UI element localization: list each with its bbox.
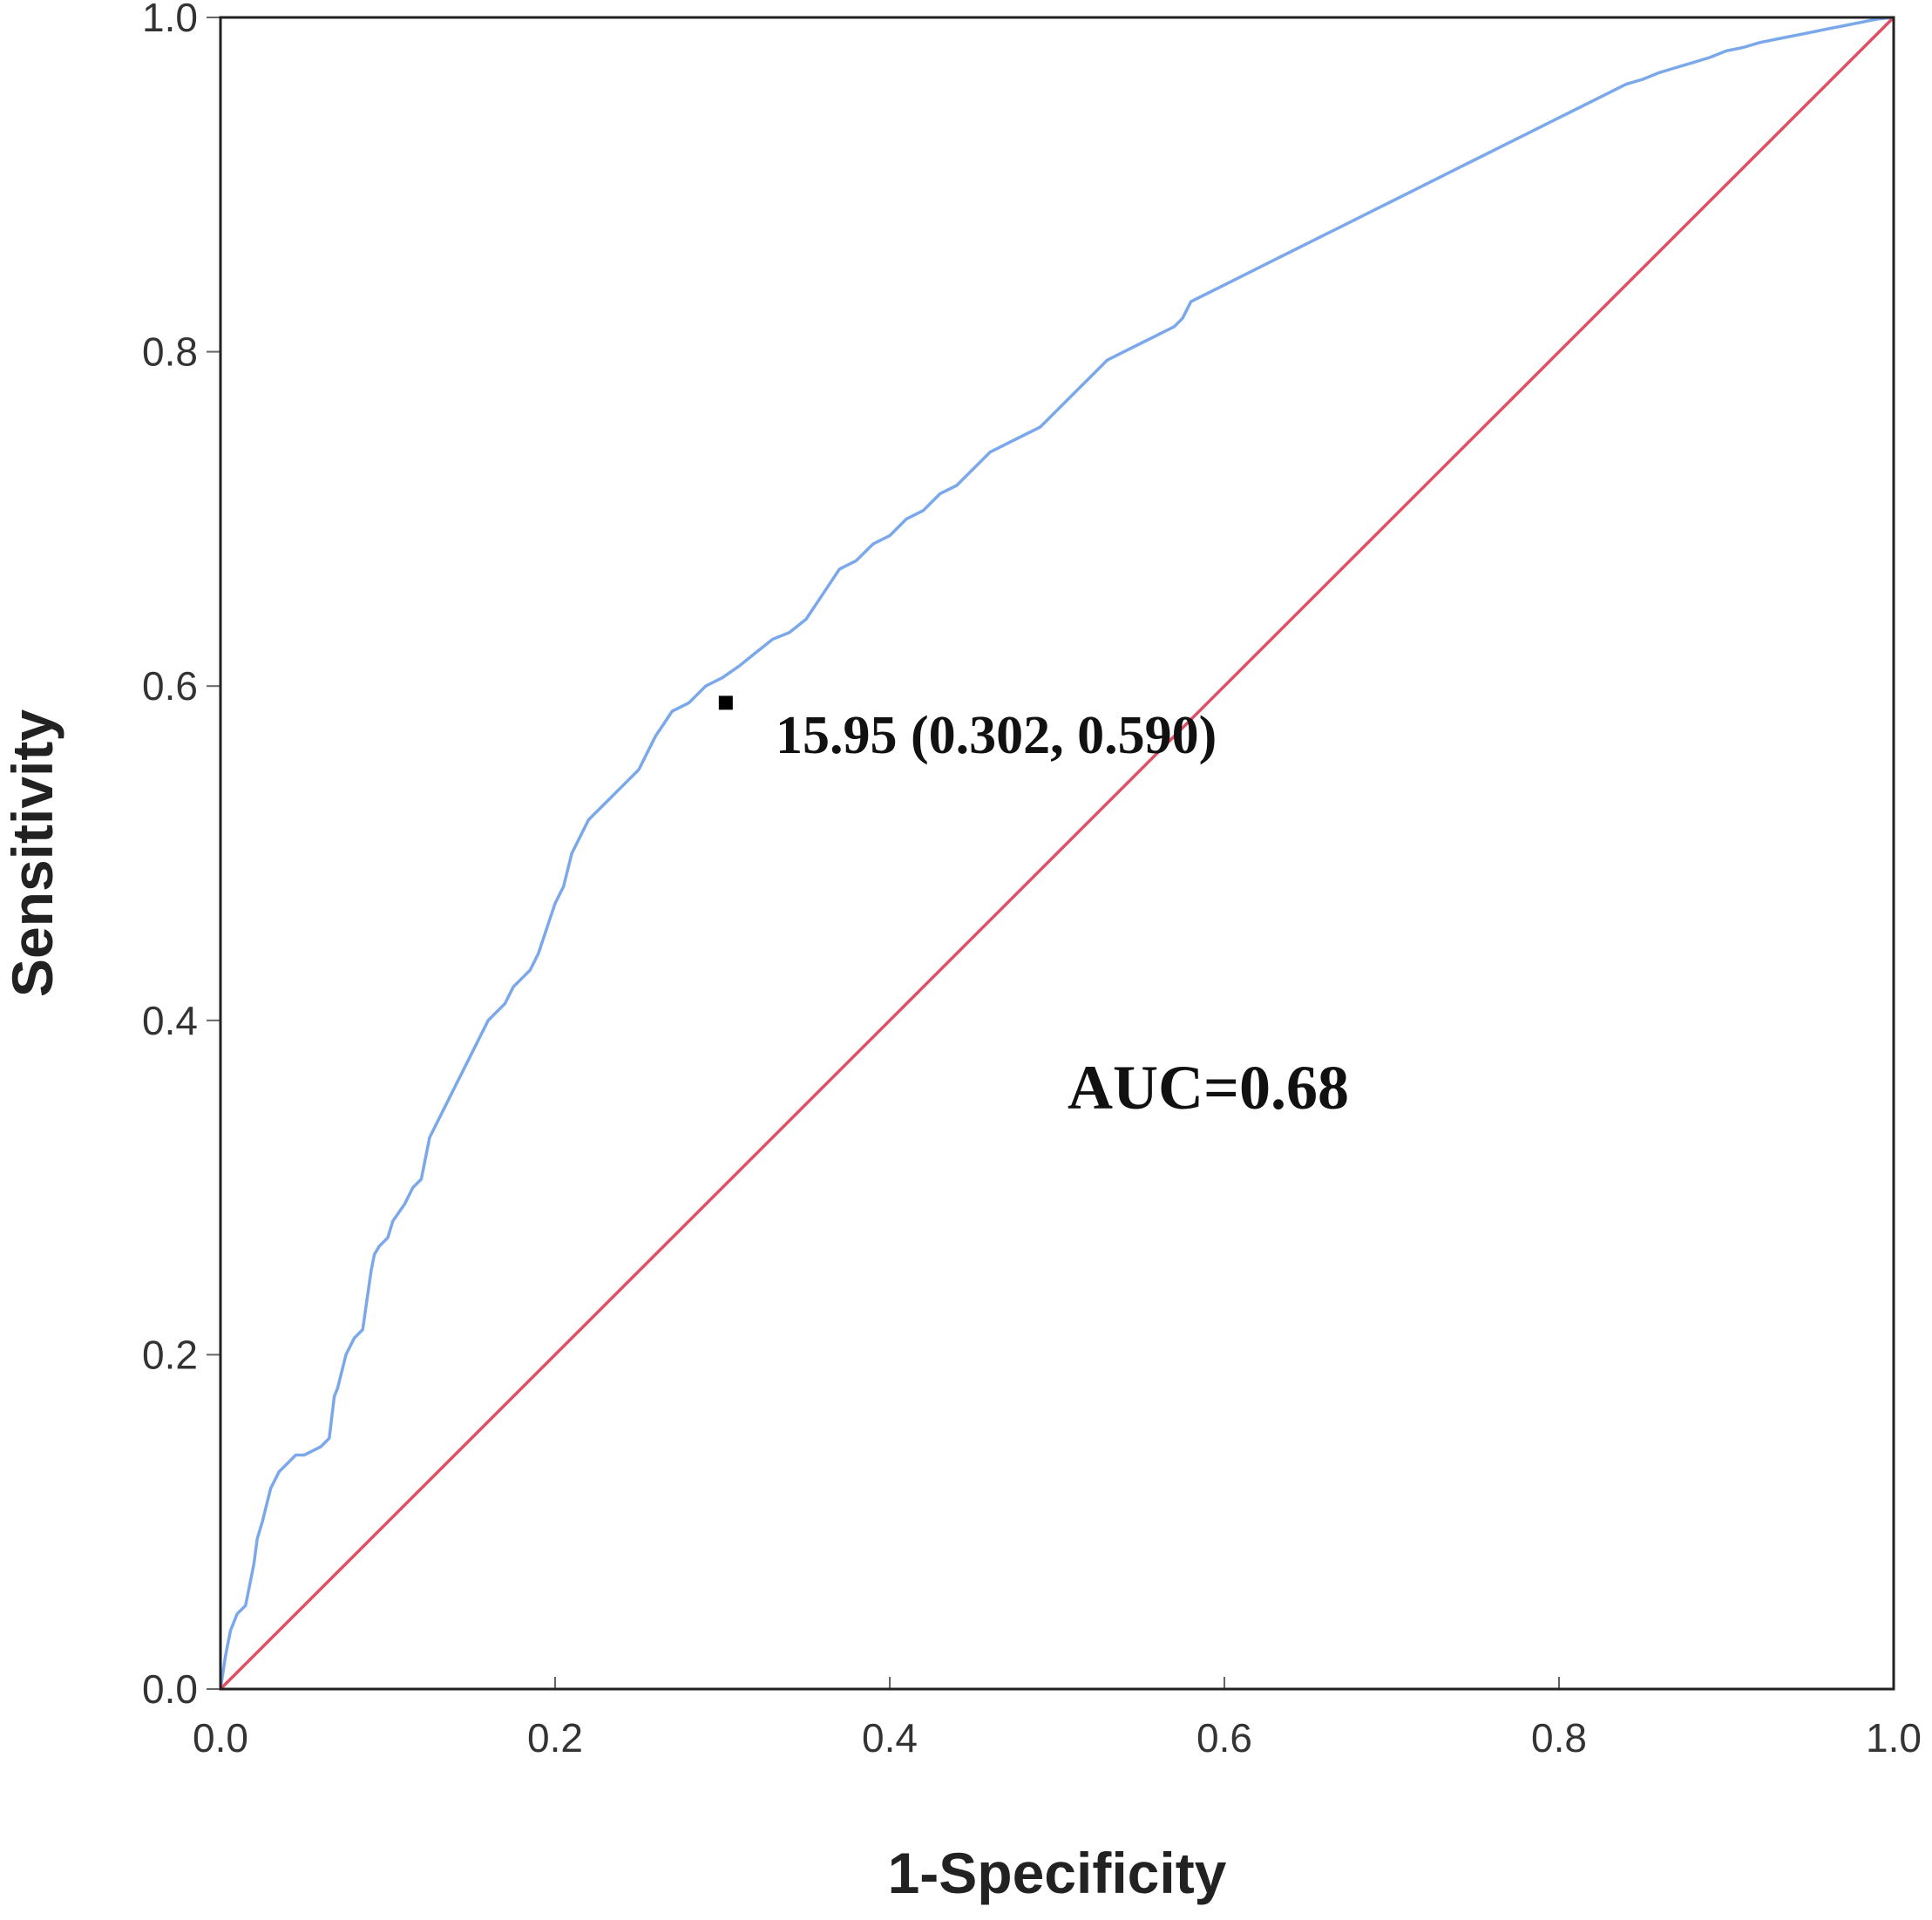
cutoff-annotation: 15.95 (0.302, 0.590) <box>776 706 1217 765</box>
y-axis-title: Sensitivity <box>0 709 64 997</box>
auc-annotation: AUC=0.68 <box>1068 1053 1349 1123</box>
y-tick-label: 0.4 <box>142 998 198 1043</box>
cutoff-point-marker <box>718 695 733 710</box>
roc-curve-line <box>219 16 1895 1690</box>
axis-ticks: 0.0 0.2 0.4 0.6 0.8 1.0 0.0 0.2 0.4 0.6 0.8 1.0 <box>142 0 1922 1761</box>
x-tick-label: 0.0 <box>193 1715 248 1761</box>
y-tick-label: 0.6 <box>142 663 198 709</box>
x-tick-label: 0.2 <box>527 1715 583 1761</box>
y-tick-label: 0.0 <box>142 1666 198 1712</box>
series-layer <box>219 16 1895 1691</box>
x-tick-label: 0.6 <box>1196 1715 1252 1761</box>
x-tick-label: 0.4 <box>862 1715 918 1761</box>
x-tick-label: 1.0 <box>1866 1715 1922 1761</box>
y-tick-label: 0.2 <box>142 1332 198 1377</box>
x-tick-label: 0.8 <box>1531 1715 1587 1761</box>
x-axis-title: 1-Specificity <box>888 1841 1227 1905</box>
y-tick-label: 1.0 <box>142 0 198 40</box>
plot-frame <box>219 16 1895 1691</box>
reference-diagonal-line <box>219 16 1895 1691</box>
y-tick-label: 0.8 <box>142 329 198 375</box>
